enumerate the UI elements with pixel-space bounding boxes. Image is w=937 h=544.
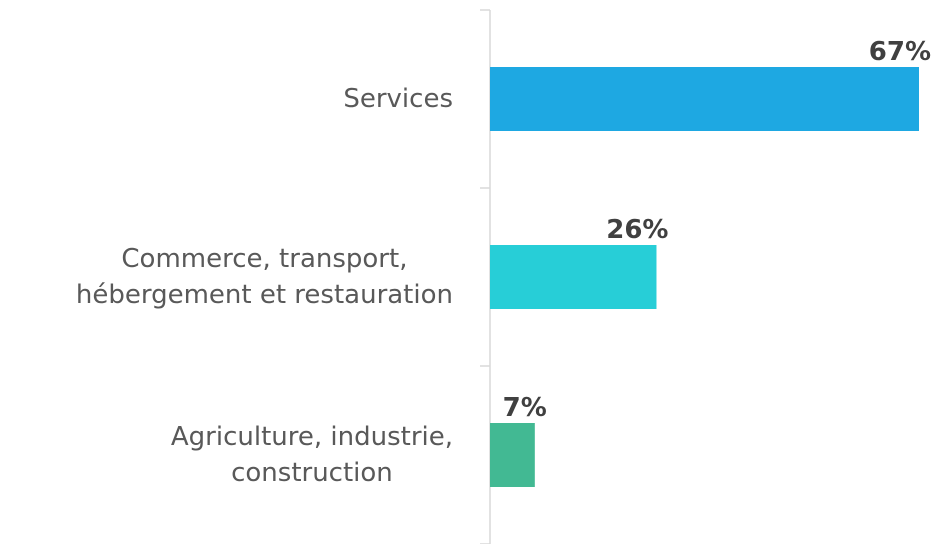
category-label: Commerce, transport, hébergement et rest… [75,244,453,310]
category-label: Services [343,84,453,114]
bar [490,245,657,309]
category-label: Agriculture, industrie, construction [170,422,453,488]
value-label: 26% [606,215,669,245]
bar [490,67,919,131]
value-label: 7% [502,393,547,423]
value-label: 67% [868,37,931,67]
bar [490,423,535,487]
